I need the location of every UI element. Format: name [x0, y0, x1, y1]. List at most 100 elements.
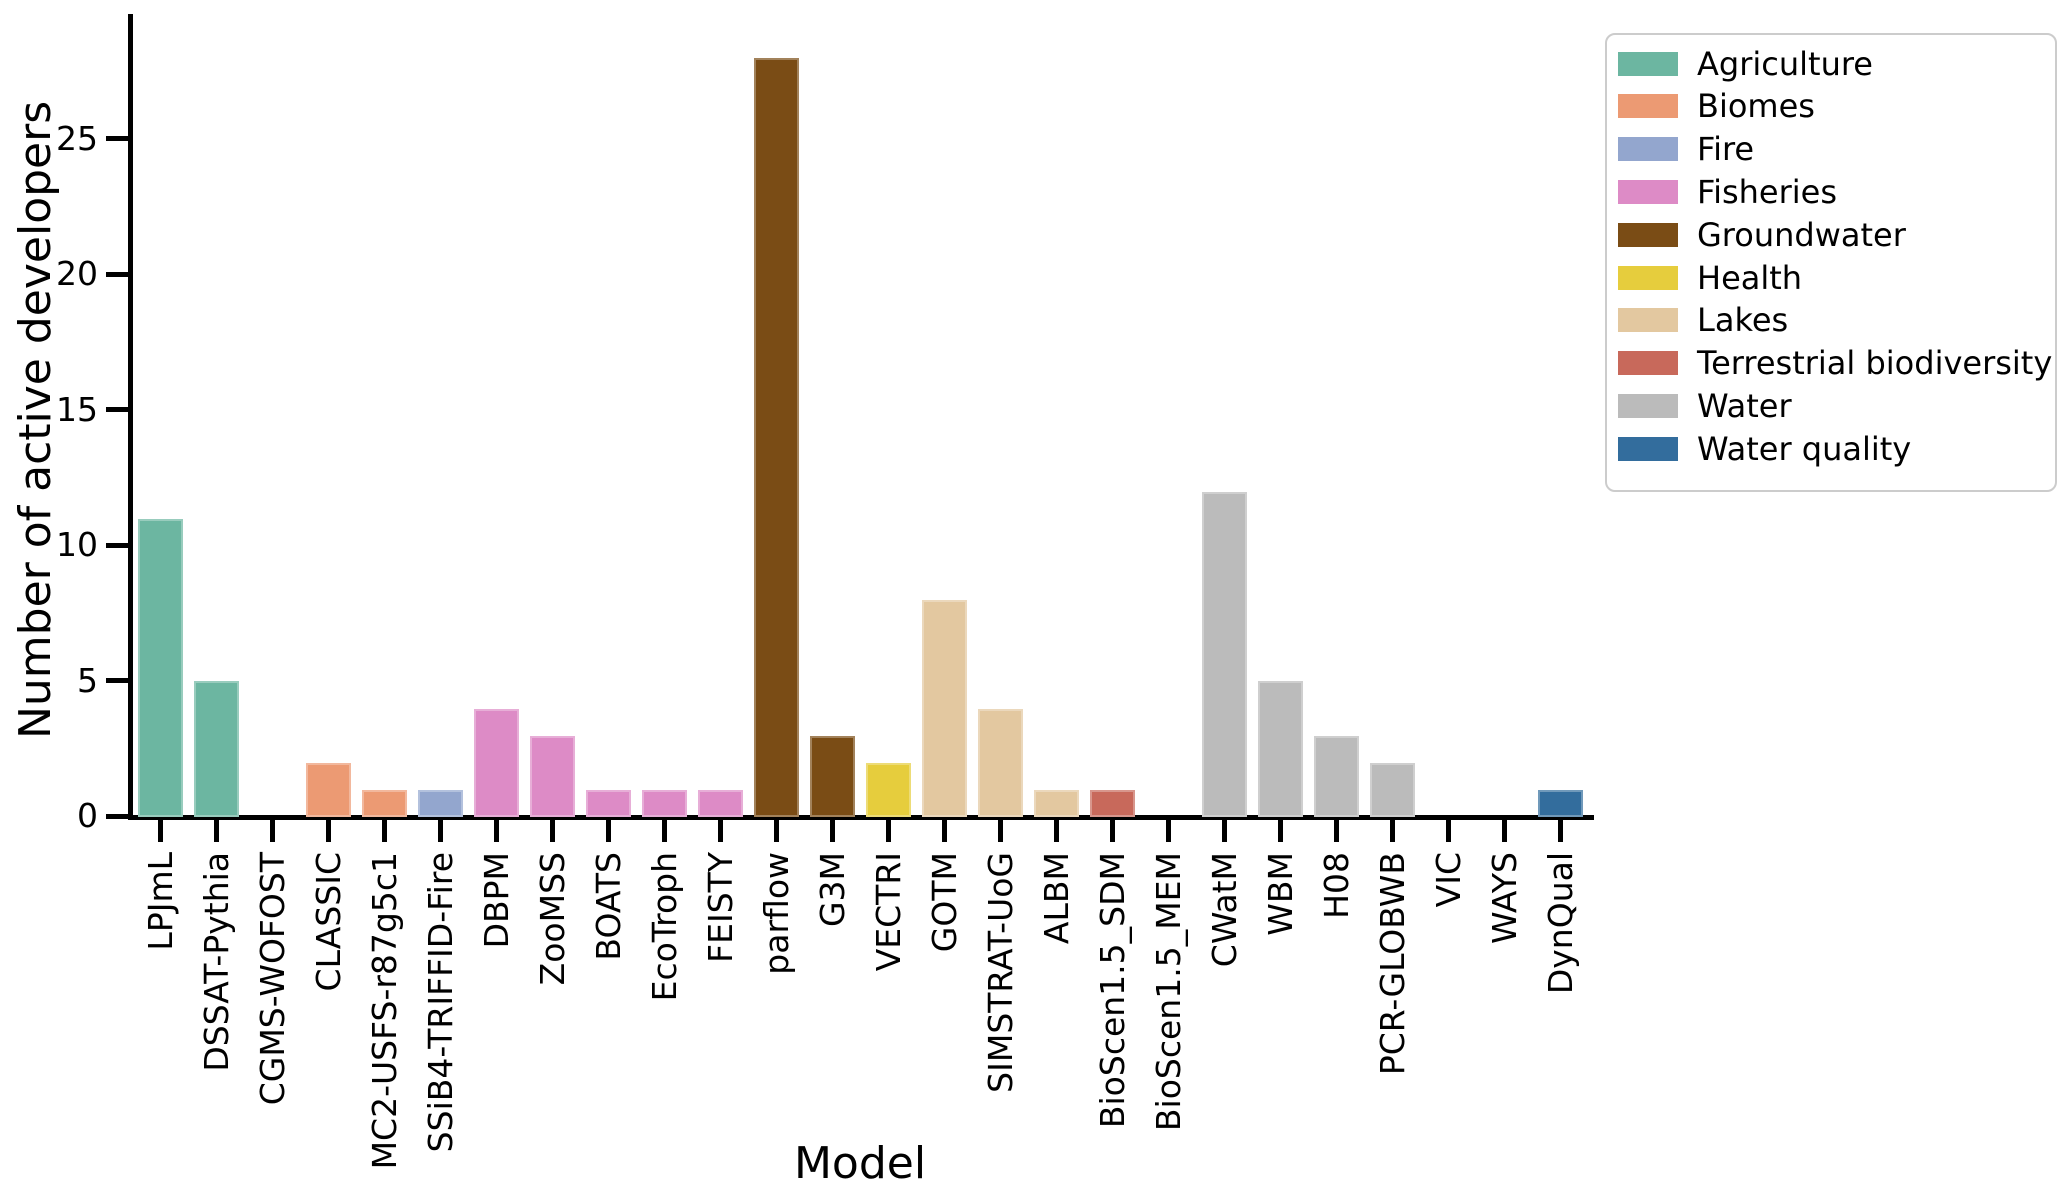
- legend-swatch: [1618, 308, 1678, 333]
- x-tick-mark: [325, 820, 331, 842]
- x-tick-label: WAYS: [1485, 852, 1524, 944]
- x-tick-label: CWatM: [1205, 852, 1244, 968]
- legend-swatch: [1618, 137, 1678, 162]
- bar-DynQual: [1537, 790, 1583, 817]
- x-tick-label: PCR-GLOBWB: [1373, 852, 1412, 1076]
- legend-swatch: [1618, 179, 1678, 204]
- x-tick-label: DBPM: [477, 852, 516, 949]
- legend-item: Water: [1618, 385, 1792, 427]
- bar-parflow: [753, 58, 799, 817]
- x-tick-label: CLASSIC: [309, 852, 348, 992]
- legend-item: Fisheries: [1618, 171, 1837, 213]
- y-tick-mark: [106, 136, 128, 141]
- bar-BOATS: [585, 790, 631, 817]
- bar-GOTM: [921, 600, 967, 817]
- legend-label: Health: [1697, 258, 1803, 297]
- x-tick-label: LPJmL: [141, 852, 180, 951]
- bar-MC2-USFS-r87g5c1: [361, 790, 407, 817]
- legend-swatch: [1618, 222, 1678, 247]
- legend-label: Biomes: [1697, 87, 1815, 126]
- x-tick-label: ZooMSS: [533, 852, 572, 986]
- x-tick-mark: [381, 820, 387, 842]
- x-tick-mark: [1557, 820, 1563, 842]
- x-tick-label: BOATS: [589, 852, 628, 961]
- y-tick-mark: [106, 271, 128, 277]
- legend-label: Agriculture: [1697, 44, 1873, 83]
- legend-item: Lakes: [1618, 299, 1788, 341]
- y-axis-label: Number of active developers: [10, 100, 61, 740]
- bar-ALBM: [1033, 790, 1079, 817]
- x-tick-mark: [269, 820, 275, 842]
- bar-SIMSTRAT-UoG: [977, 709, 1023, 817]
- y-tick-label: 0: [77, 796, 98, 835]
- x-tick-mark: [1445, 820, 1451, 842]
- x-tick-label: DynQual: [1541, 852, 1580, 995]
- x-tick-mark: [1333, 820, 1339, 842]
- legend-label: Water quality: [1697, 429, 1912, 468]
- x-axis-label: Model: [793, 1138, 927, 1189]
- legend-label: Groundwater: [1697, 215, 1906, 254]
- legend-item: Agriculture: [1618, 43, 1873, 85]
- x-tick-label: MC2-USFS-r87g5c1: [365, 852, 404, 1170]
- bar-DSSAT-Pythia: [193, 681, 239, 817]
- y-tick-mark: [106, 813, 128, 819]
- x-tick-mark: [1221, 820, 1227, 842]
- y-tick-mark: [106, 407, 128, 412]
- y-tick-mark: [106, 678, 128, 683]
- y-tick-label: 25: [56, 118, 98, 158]
- y-tick-label: 20: [56, 254, 98, 293]
- legend-swatch: [1618, 351, 1678, 376]
- bar-PCR-GLOBWB: [1369, 763, 1415, 817]
- x-tick-label: GOTM: [925, 852, 964, 953]
- x-tick-mark: [1389, 820, 1395, 842]
- bar-LPJmL: [137, 519, 183, 817]
- legend-label: Fire: [1697, 130, 1755, 169]
- x-tick-label: EcoTroph: [645, 852, 684, 1002]
- bar-ZooMSS: [529, 736, 575, 817]
- legend-label: Terrestrial biodiversity: [1697, 344, 2053, 383]
- bar-FEISTY: [697, 790, 743, 817]
- legend: Agriculture Biomes Fire Fisheries Groundwate…: [1605, 33, 2057, 492]
- legend-swatch: [1618, 265, 1678, 290]
- x-tick-mark: [1165, 820, 1171, 842]
- bar-SSiB4-TRIFFID-Fire: [417, 790, 463, 817]
- legend-item: Fire: [1618, 128, 1754, 170]
- x-tick-mark: [829, 820, 835, 842]
- y-tick-label: 10: [56, 525, 98, 564]
- bar-G3M: [809, 736, 855, 817]
- x-tick-label: SIMSTRAT-UoG: [981, 852, 1020, 1093]
- legend-item: Health: [1618, 257, 1802, 299]
- legend-label: Fisheries: [1697, 172, 1838, 211]
- bar-DBPM: [473, 709, 519, 817]
- x-tick-mark: [941, 820, 947, 842]
- x-tick-mark: [437, 820, 443, 842]
- legend-label: Water: [1697, 386, 1792, 425]
- legend-swatch: [1618, 51, 1678, 76]
- x-tick-mark: [997, 820, 1003, 842]
- bar-BioScen1.5_SDM: [1089, 790, 1135, 817]
- x-tick-label: BioScen1.5_SDM: [1093, 852, 1132, 1129]
- y-tick-label: 15: [56, 389, 98, 429]
- x-tick-mark: [885, 820, 891, 842]
- bar-VECTRI: [865, 763, 911, 817]
- x-tick-label: H08: [1317, 852, 1356, 919]
- x-tick-mark: [1277, 820, 1283, 842]
- x-tick-label: BioScen1.5_MEM: [1149, 852, 1188, 1132]
- legend-item: Water quality: [1618, 428, 1911, 470]
- bar-EcoTroph: [641, 790, 687, 817]
- x-tick-label: SSiB4-TRIFFID-Fire: [421, 852, 460, 1153]
- x-tick-label: CGMS-WOFOST: [253, 852, 292, 1106]
- legend-item: Biomes: [1618, 85, 1815, 127]
- bar-WBM: [1257, 681, 1303, 817]
- legend-item: Terrestrial biodiversity: [1618, 342, 2052, 384]
- legend-label: Lakes: [1697, 301, 1789, 340]
- x-tick-label: FEISTY: [701, 852, 740, 963]
- x-tick-label: VIC: [1429, 852, 1468, 908]
- x-tick-label: G3M: [813, 852, 852, 928]
- x-tick-mark: [1053, 820, 1059, 842]
- x-tick-mark: [157, 820, 163, 842]
- x-tick-mark: [661, 820, 667, 842]
- x-tick-mark: [1501, 820, 1507, 842]
- legend-item: Groundwater: [1618, 214, 1906, 256]
